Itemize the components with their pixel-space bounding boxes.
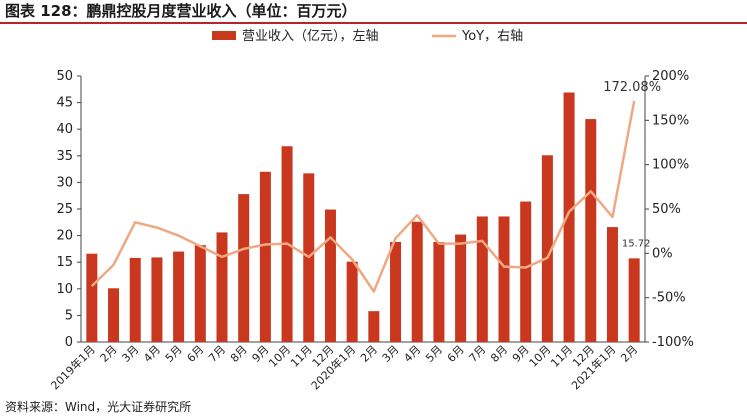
x-tick-label: 5月 <box>163 343 185 365</box>
legend-label-bar: 营业收入（亿元），左轴 <box>242 29 379 44</box>
x-tick-label: 3月 <box>119 343 141 365</box>
x-tick-label: 7月 <box>467 343 489 365</box>
bar-line-chart: 营业收入（亿元），左轴 YoY，右轴 0 5 10 15 20 25 30 35 40 45 50 -1… <box>48 29 694 392</box>
title-rule <box>0 22 747 24</box>
x-tick-label: 11月 <box>288 343 315 370</box>
right-tick-label: 150% <box>652 113 689 128</box>
x-tick-label: 2月 <box>358 343 380 365</box>
bar <box>455 234 467 342</box>
data-labels: 15.72 172.08% <box>603 80 661 250</box>
bar <box>346 261 358 342</box>
bar <box>606 227 618 342</box>
left-tick-label: 10 <box>56 282 73 297</box>
yoy-line <box>90 100 636 293</box>
bar <box>129 257 141 342</box>
left-tick-label: 25 <box>56 202 73 217</box>
axes: 05101520253035404550-100%-50%0%50%100%15… <box>56 69 693 350</box>
x-tick-label: 11月 <box>548 343 575 370</box>
right-tick-label: 100% <box>652 158 689 173</box>
bar <box>368 311 380 342</box>
bar <box>238 194 250 342</box>
source-note: 资料来源：Wind，光大证券研究所 <box>5 400 192 414</box>
left-tick-label: 15 <box>56 255 73 270</box>
x-tick-label: 8月 <box>488 343 510 365</box>
x-tick-label: 4月 <box>141 343 163 365</box>
bar <box>259 171 271 342</box>
left-tick-label: 5 <box>65 308 73 323</box>
x-tick-label: 10月 <box>266 343 293 370</box>
bar <box>390 241 402 342</box>
bar-series <box>86 92 640 342</box>
x-tick-label: 4月 <box>401 343 423 365</box>
left-tick-label: 40 <box>56 122 73 137</box>
bar <box>476 216 488 342</box>
right-tick-label: -50% <box>652 291 686 306</box>
bar <box>585 119 597 342</box>
bar <box>433 241 445 342</box>
legend-swatch-bar <box>212 31 236 40</box>
line-data-label: 172.08% <box>603 80 661 95</box>
x-tick-label: 10月 <box>527 343 554 370</box>
left-tick-label: 0 <box>65 335 73 350</box>
bar <box>628 258 640 342</box>
x-tick-label: 2月 <box>618 343 640 365</box>
legend-label-line: YoY，右轴 <box>461 29 523 44</box>
bar <box>151 257 163 342</box>
x-tick-label: 3月 <box>380 343 402 365</box>
x-tick-label: 6月 <box>185 343 207 365</box>
bar <box>194 245 206 342</box>
right-tick-label: 0% <box>652 246 673 261</box>
left-tick-label: 30 <box>56 175 73 190</box>
bar <box>173 251 185 342</box>
x-tick-label: 7月 <box>206 343 228 365</box>
bar <box>108 288 120 342</box>
figure-title: 图表 128：鹏鼎控股月度营业收入（单位：百万元） <box>5 2 357 20</box>
bar <box>520 201 532 342</box>
bar <box>541 155 553 342</box>
x-tick-label: 2月 <box>98 343 120 365</box>
bar <box>324 209 336 342</box>
left-tick-label: 45 <box>56 96 73 111</box>
line-series <box>90 100 636 293</box>
bar-data-label: 15.72 <box>622 238 651 249</box>
x-tick-label: 6月 <box>445 343 467 365</box>
bar <box>216 232 228 342</box>
legend: 营业收入（亿元），左轴 YoY，右轴 <box>212 29 523 44</box>
x-tick-label: 5月 <box>423 343 445 365</box>
bar <box>563 92 575 342</box>
right-tick-label: 50% <box>652 202 681 217</box>
right-tick-label: -100% <box>652 335 694 350</box>
x-tick-label: 8月 <box>228 343 250 365</box>
left-tick-label: 35 <box>56 149 73 164</box>
bar <box>411 221 423 342</box>
left-tick-label: 20 <box>56 229 73 244</box>
left-tick-label: 50 <box>56 69 73 84</box>
right-tick-label: 200% <box>652 69 689 84</box>
bar <box>86 253 98 342</box>
bar <box>498 216 510 342</box>
